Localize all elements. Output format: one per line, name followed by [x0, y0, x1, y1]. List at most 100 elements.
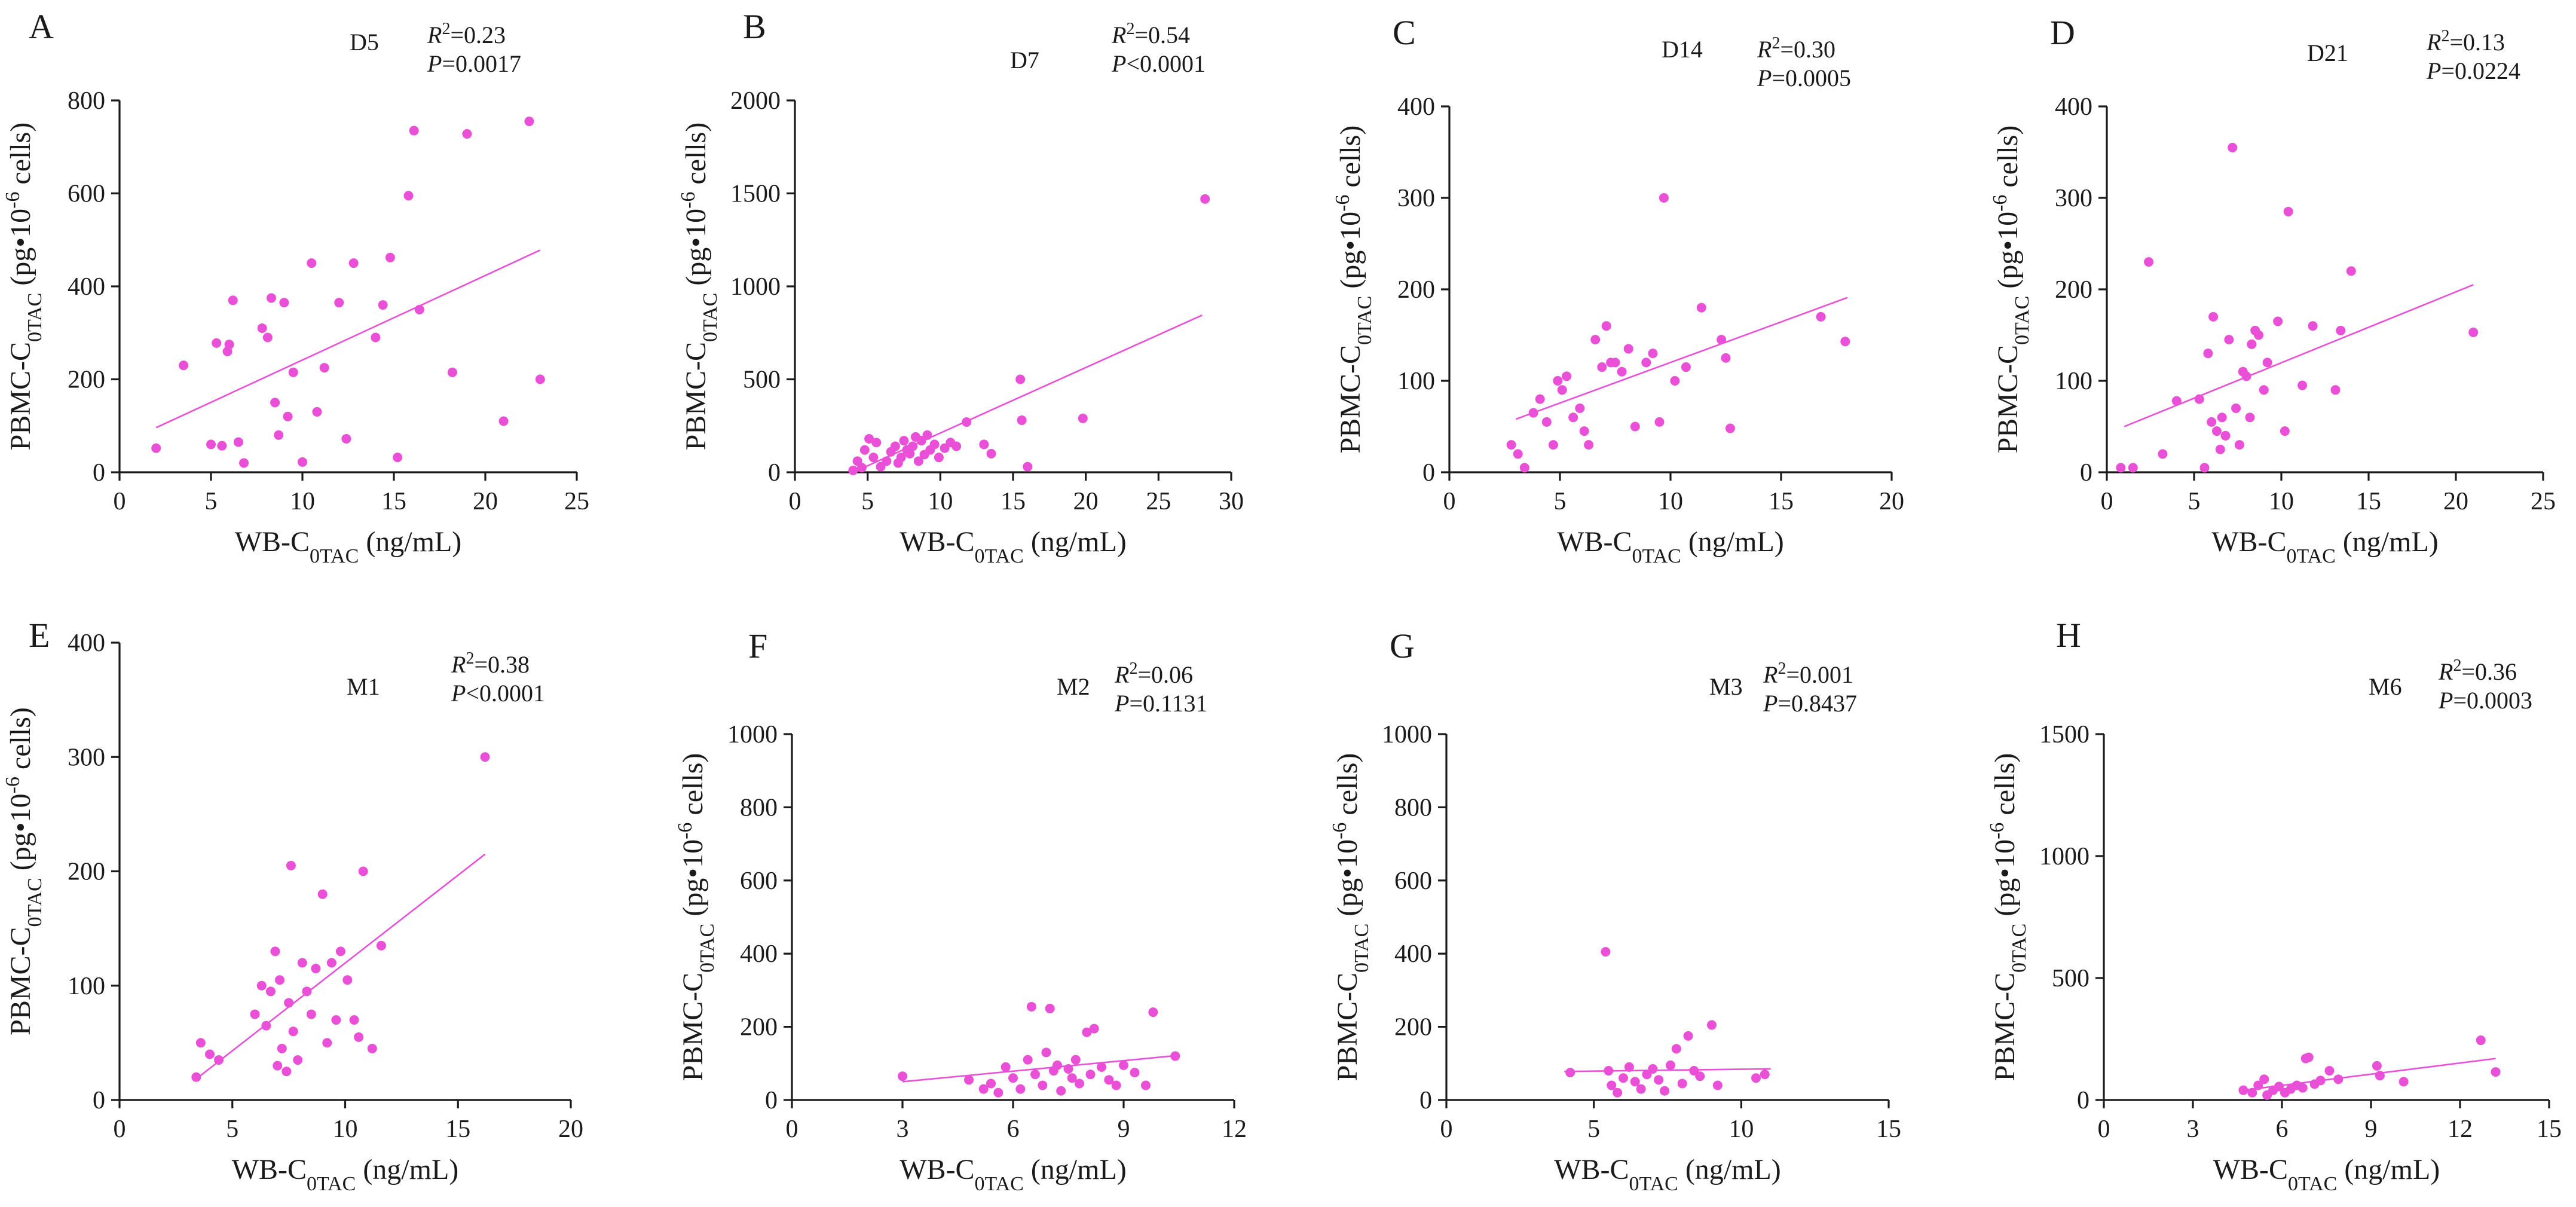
x-axis-label: WB-C0TAC (ng/mL)	[232, 1154, 459, 1195]
p-value-label: P=0.0017	[427, 50, 521, 77]
y-tick-label: 600	[1394, 867, 1432, 895]
data-point	[262, 332, 273, 343]
x-axis-label: WB-C0TAC (ng/mL)	[2211, 526, 2439, 567]
y-axis-label: PBMC-C0TAC (pg•10-6 cells)	[1989, 126, 2033, 454]
data-point	[1707, 1020, 1717, 1030]
data-point	[1015, 374, 1026, 384]
data-point	[214, 1055, 224, 1065]
data-point	[1001, 1062, 1011, 1072]
x-tick-label: 20	[558, 1116, 583, 1143]
panel-letter: H	[2056, 616, 2081, 655]
data-point	[1130, 1068, 1140, 1078]
x-tick-label: 0	[1443, 488, 1456, 515]
regression-line	[2243, 1058, 2496, 1091]
data-point	[535, 374, 545, 384]
data-point	[1023, 462, 1033, 472]
data-point	[195, 1038, 206, 1048]
p-value-label: P=0.8437	[1763, 690, 1857, 717]
data-point	[1717, 335, 1727, 345]
data-point	[1601, 947, 1611, 957]
x-tick-label: 5	[2188, 488, 2201, 515]
y-axis-label: PBMC-C0TAC (pg•10-6 cells)	[2, 707, 46, 1035]
data-point	[1548, 440, 1558, 450]
data-point	[1082, 1027, 1092, 1037]
x-tick-label: 10	[333, 1116, 358, 1143]
data-point	[2231, 403, 2241, 413]
data-point	[270, 398, 280, 408]
p-value-label: P<0.0001	[451, 680, 545, 707]
data-point	[871, 438, 882, 448]
data-point	[286, 860, 296, 870]
data-point	[922, 430, 932, 440]
panel-letter: F	[748, 627, 767, 665]
data-point	[2398, 1077, 2409, 1087]
x-tick-label: 0	[114, 1116, 126, 1143]
data-point	[1015, 1084, 1026, 1094]
x-tick-label: 20	[1073, 488, 1099, 515]
data-point	[2468, 327, 2479, 337]
data-point	[297, 958, 307, 968]
x-axis-label: WB-C0TAC (ng/mL)	[900, 526, 1127, 567]
data-point	[261, 1020, 271, 1031]
x-tick-label: 5	[1554, 488, 1567, 515]
data-point	[2303, 1052, 2314, 1062]
data-point	[1590, 335, 1601, 345]
data-point	[1045, 1004, 1055, 1013]
panel-letter: B	[743, 7, 766, 46]
group-label: D21	[2307, 39, 2348, 66]
data-point	[2116, 463, 2126, 473]
y-tick-label: 0	[2080, 459, 2092, 487]
data-point	[274, 430, 284, 440]
y-tick-label: 300	[68, 744, 105, 771]
data-point	[1111, 1080, 1121, 1090]
panel-letter: G	[1390, 627, 1415, 665]
y-tick-label: 0	[768, 459, 781, 487]
data-point	[288, 367, 298, 377]
group-label: D7	[1010, 47, 1039, 74]
data-point	[952, 441, 962, 451]
x-tick-label: 25	[1146, 488, 1171, 515]
y-tick-label: 0	[93, 1087, 105, 1114]
data-point	[848, 465, 858, 475]
data-point	[1607, 1080, 1617, 1090]
data-point	[1696, 302, 1706, 313]
data-point	[1617, 366, 1627, 377]
p-value-label: P<0.0001	[1111, 50, 1206, 77]
data-point	[1681, 362, 1691, 372]
data-point	[2211, 426, 2222, 436]
x-tick-label: 15	[381, 488, 406, 515]
x-tick-label: 20	[473, 488, 498, 515]
data-point	[1630, 421, 1640, 432]
data-point	[1075, 1078, 1084, 1089]
data-point	[1085, 1070, 1096, 1080]
data-point	[2330, 385, 2341, 395]
data-point	[2324, 1066, 2335, 1076]
x-tick-label: 10	[928, 488, 953, 515]
data-point	[1659, 193, 1669, 203]
data-point	[896, 453, 906, 463]
data-point	[317, 889, 328, 899]
y-tick-label: 200	[1397, 276, 1435, 304]
regression-line	[2124, 284, 2474, 427]
data-point	[882, 456, 892, 466]
data-point	[1104, 1075, 1114, 1085]
data-point	[256, 980, 267, 991]
data-point	[348, 258, 359, 268]
data-point	[1760, 1070, 1770, 1080]
data-point	[409, 126, 419, 136]
data-point	[2333, 1074, 2344, 1084]
data-point	[279, 298, 289, 308]
data-point	[1665, 1060, 1675, 1070]
x-tick-label: 15	[1001, 488, 1026, 515]
data-point	[224, 340, 234, 350]
x-axis-label: WB-C0TAC (ng/mL)	[900, 1154, 1127, 1195]
regression-line	[902, 1055, 1179, 1083]
data-point	[1619, 1073, 1628, 1083]
data-point	[913, 456, 923, 466]
data-point	[1148, 1007, 1158, 1017]
y-tick-label: 1000	[730, 273, 781, 301]
data-point	[358, 866, 368, 876]
regression-line	[198, 853, 486, 1078]
data-point	[2476, 1035, 2486, 1046]
y-tick-label: 0	[93, 459, 105, 487]
